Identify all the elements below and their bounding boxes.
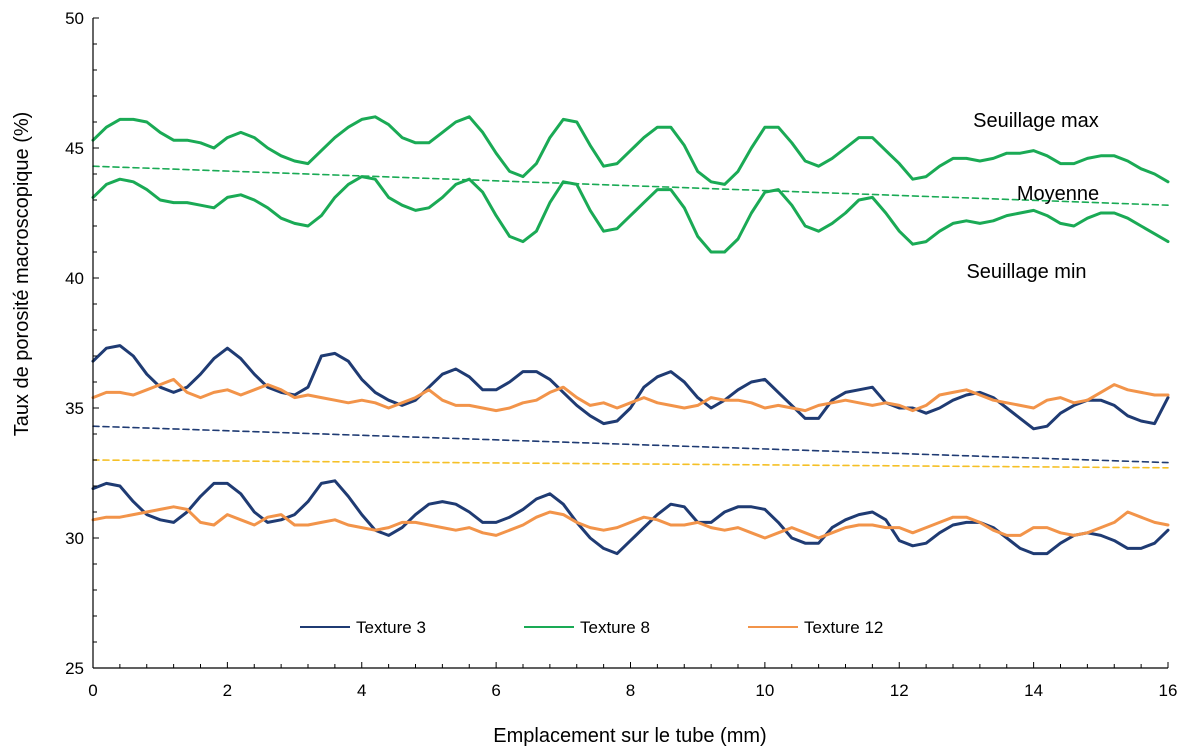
y-tick-label: 40 <box>65 269 84 288</box>
series-line-0-texture-8 <box>91 115 1170 186</box>
series-line-5-texture-12 <box>91 505 1170 540</box>
y-tick-label: 50 <box>65 9 84 28</box>
y-axis-title: Taux de porosité macroscopique (%) <box>11 112 33 437</box>
annotation-seuillage-min: Seuillage min <box>966 261 1086 283</box>
legend-label-texture-3: Texture 3 <box>356 618 426 637</box>
legend-label-texture-12: Texture 12 <box>804 618 883 637</box>
legend-label-texture-8: Texture 8 <box>580 618 650 637</box>
series-line-4-texture-12 <box>91 377 1170 413</box>
legend: Texture 3 Texture 8 Texture 12 <box>300 618 883 637</box>
annotation-seuillage-max: Seuillage max <box>973 110 1099 132</box>
x-tick-label: 10 <box>755 681 774 700</box>
x-tick-label: 14 <box>1024 681 1043 700</box>
series-line-1-texture-8 <box>91 175 1170 254</box>
y-tick-label: 25 <box>65 659 84 678</box>
y-tick-label: 35 <box>65 399 84 418</box>
x-tick-label: 6 <box>491 681 500 700</box>
series-line-6-moyenne <box>92 165 1169 206</box>
annotation-moyenne: Moyenne <box>1017 183 1099 205</box>
axes-layer: 25 30 35 40 45 50 0 2 4 6 8 10 12 14 16 <box>65 9 1177 700</box>
series-line-8-trend <box>92 459 1169 469</box>
series-layer <box>91 115 1170 556</box>
series-line-7-trend <box>92 425 1169 464</box>
y-tick-label: 30 <box>65 529 84 548</box>
x-tick-label: 8 <box>626 681 635 700</box>
x-tick-label: 12 <box>890 681 909 700</box>
x-tick-label: 4 <box>357 681 366 700</box>
y-tick-label: 45 <box>65 139 84 158</box>
x-tick-label: 2 <box>223 681 232 700</box>
x-tick-label: 0 <box>88 681 97 700</box>
x-tick-label: 16 <box>1159 681 1178 700</box>
annotations-layer: Seuillage max Moyenne Seuillage min <box>966 110 1099 283</box>
x-axis-title: Emplacement sur le tube (mm) <box>493 725 766 747</box>
series-line-2-texture-3 <box>91 344 1170 431</box>
